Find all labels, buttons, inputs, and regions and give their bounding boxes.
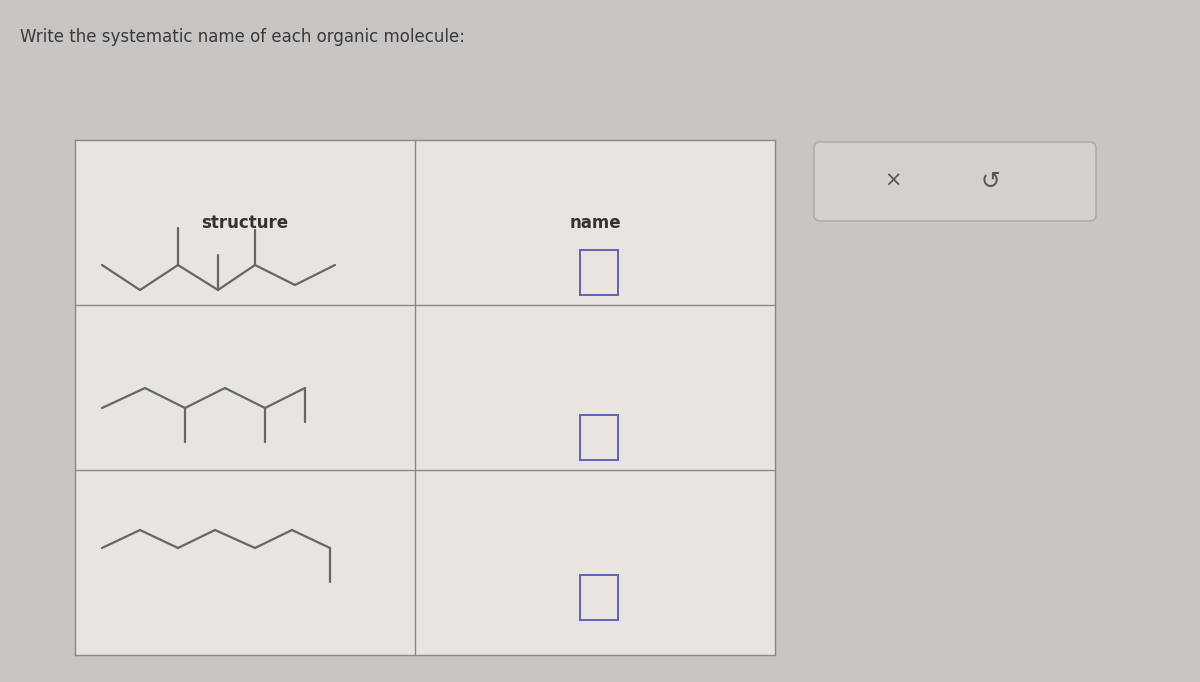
FancyBboxPatch shape bbox=[814, 142, 1096, 221]
Text: Write the systematic name of each organic molecule:: Write the systematic name of each organi… bbox=[20, 28, 466, 46]
Bar bbox=[580, 250, 618, 295]
Text: structure: structure bbox=[202, 214, 288, 232]
Text: ↺: ↺ bbox=[980, 169, 1000, 193]
Text: ×: × bbox=[884, 171, 901, 191]
Text: name: name bbox=[569, 214, 620, 232]
Bar bbox=[580, 575, 618, 620]
Bar bbox=[580, 415, 618, 460]
Bar bbox=[74, 140, 775, 655]
